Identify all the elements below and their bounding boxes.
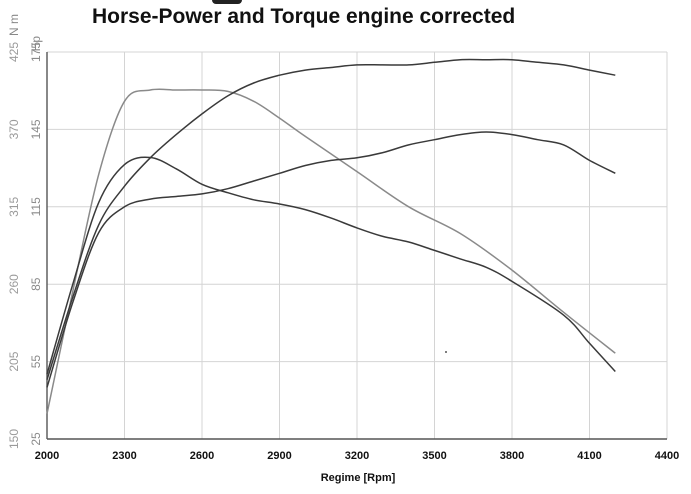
series-lines [46,58,616,414]
nm-tick-label: 260 [7,274,21,294]
series-line-2 [46,156,616,375]
hp-tick-label: 85 [29,277,43,291]
y-unit-nm: N m [7,14,21,36]
x-tick-label: 2900 [267,450,291,462]
x-tick-label: 2300 [112,450,136,462]
nm-tick-label: 150 [7,429,21,449]
x-tick-label: 2000 [35,450,59,462]
x-tick-label: 3500 [422,450,446,462]
nm-tick-label: 370 [7,119,21,139]
series-line-4 [46,131,616,388]
nm-tick-label: 205 [7,351,21,371]
x-tick-label: 3200 [345,450,369,462]
title-cutoff-decoration [212,0,242,4]
hp-tick-label: 55 [29,355,43,369]
series-line-1 [46,88,616,414]
x-tick-label: 2600 [190,450,214,462]
hp-tick-label: 25 [29,432,43,446]
hp-tick-labels: 25 55 85 115 145 175 [29,42,43,446]
noise-dot [445,351,447,353]
x-tick-label: 4100 [577,450,601,462]
x-tick-label: 3800 [500,450,524,462]
x-tick-labels: 2000 2300 2600 2900 3200 3500 3800 4100 4400 [35,450,679,462]
plot-frame [46,52,667,440]
nm-tick-label: 315 [7,196,21,216]
chart-title: Horse-Power and Torque engine corrected [92,5,516,28]
hp-tick-label: 175 [29,42,43,62]
series-line-3 [46,58,616,380]
hp-tick-label: 145 [29,119,43,139]
grid-lines [46,51,668,440]
y-unit-hp: Hp [29,36,43,52]
nm-tick-labels: 150 205 260 315 370 425 [7,42,21,449]
nm-tick-label: 425 [7,42,21,62]
x-tick-label: 4400 [655,450,679,462]
hp-tick-label: 115 [29,197,43,216]
x-axis-label: Regime [Rpm] [321,472,396,484]
